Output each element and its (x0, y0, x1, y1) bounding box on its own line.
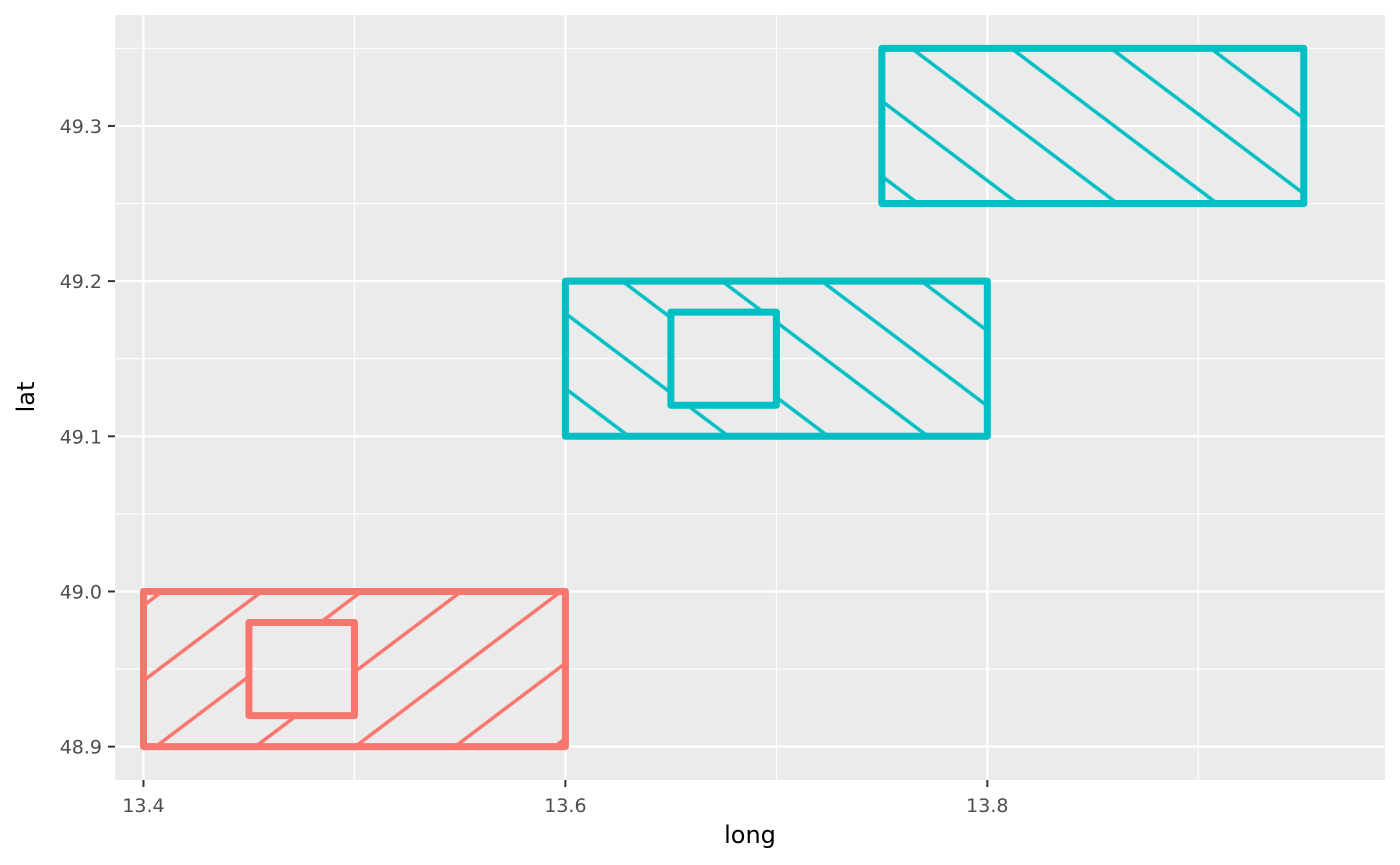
polygon-0 (139, 587, 569, 751)
y-tick-label: 48.9 (60, 737, 102, 759)
polygons-layer (139, 44, 1308, 751)
x-axis: 13.4 13.6 13.8 (122, 780, 1008, 817)
y-tick-label: 49.0 (60, 581, 102, 603)
x-tick-label: 13.4 (122, 795, 164, 817)
x-axis-title: long (724, 821, 776, 849)
y-axis: 48.9 49.0 49.1 49.2 49.3 (60, 116, 115, 759)
y-tick-label: 49.1 (60, 426, 102, 448)
y-axis-title: lat (12, 382, 40, 413)
y-tick-label: 49.3 (60, 116, 102, 138)
y-tick-label: 49.2 (60, 271, 102, 293)
polygon-2 (878, 44, 1308, 208)
x-tick-label: 13.6 (544, 795, 586, 817)
x-tick-label: 13.8 (966, 795, 1008, 817)
polygon-1 (561, 277, 991, 440)
